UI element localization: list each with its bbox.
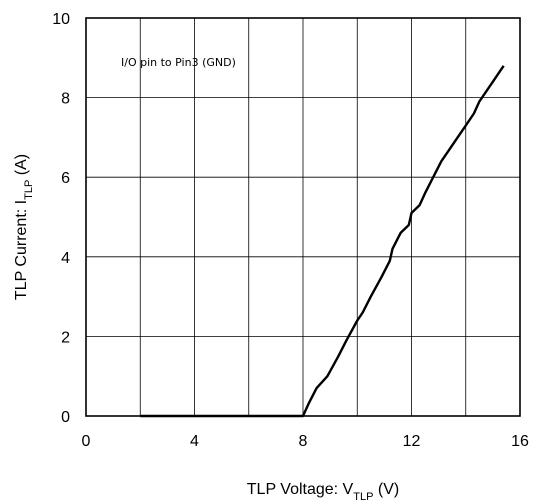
y-tick-label: 0 — [61, 409, 70, 426]
y-axis-label: TLP Current: ITLP (A) — [13, 154, 35, 300]
x-tick-label: 16 — [511, 433, 529, 450]
y-tick-label: 8 — [61, 91, 70, 108]
y-tick-labels: 0 2 4 6 8 10 — [52, 11, 70, 426]
series-line — [140, 65, 505, 418]
chart-annotation: I/O pin to Pin3 (GND) — [121, 56, 236, 69]
y-tick-label: 10 — [52, 11, 70, 28]
y-tick-label: 4 — [61, 250, 70, 267]
y-tick-label: 2 — [61, 329, 70, 346]
x-tick-label: 12 — [403, 433, 421, 450]
y-axis-label-main: TLP Current: I — [13, 200, 30, 300]
x-axis-label-sub: TLP — [353, 491, 373, 501]
y-axis-label-sub: TLP — [23, 180, 35, 200]
x-axis-label: TLP Voltage: VTLP (V) — [247, 481, 399, 501]
series-group — [140, 65, 505, 418]
y-axis-label-unit: (A) — [13, 154, 30, 180]
x-tick-label: 0 — [82, 433, 91, 450]
x-axis-label-main: TLP Voltage: V — [247, 481, 354, 498]
y-tick-label: 6 — [61, 170, 70, 187]
x-tick-labels: 0 4 8 12 16 — [82, 433, 529, 450]
x-axis-label-unit: (V) — [373, 481, 399, 498]
x-tick-label: 4 — [190, 433, 199, 450]
grid-lines — [86, 18, 520, 416]
x-tick-label: 8 — [299, 433, 308, 450]
